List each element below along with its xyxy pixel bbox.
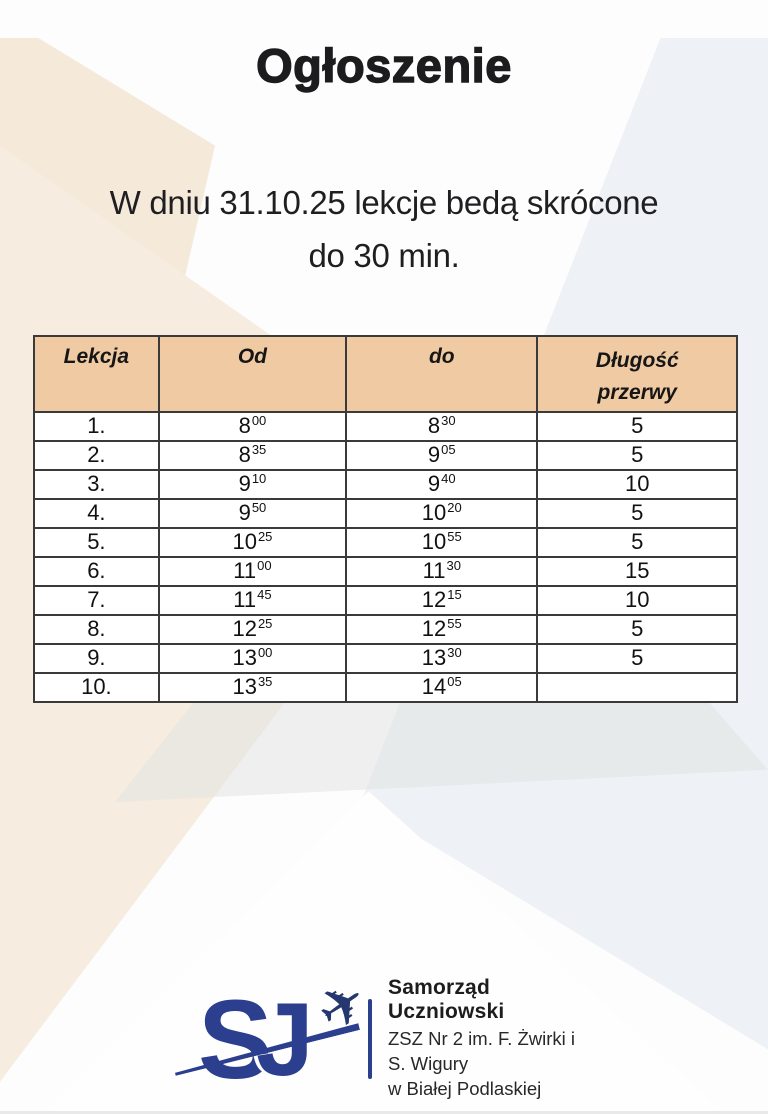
cell-start-time: 950	[157, 497, 348, 529]
cell-lesson-number: 4.	[33, 497, 160, 529]
table-row: 8. 1225 1255 5	[33, 613, 738, 645]
table-row: 7. 1145 1215 10	[33, 584, 738, 616]
announcement-text: W dniu 31.10.25 lekcje bedą skrócone do …	[0, 177, 768, 283]
org-city: w Białej Podlaskiej	[388, 1077, 542, 1099]
table-row: 2. 835 905 5	[33, 439, 738, 471]
cell-start-time: 1300	[157, 642, 348, 674]
header-do: do	[345, 334, 539, 413]
cell-end-time: 1405	[345, 671, 539, 703]
cell-lesson-number: 2.	[33, 439, 160, 471]
cell-break-length	[536, 671, 738, 703]
cell-end-time: 1055	[345, 526, 539, 558]
table-header-row: Lekcja Od do Długość przerwy	[33, 334, 738, 413]
cell-break-length: 5	[536, 497, 738, 529]
header-od: Od	[157, 334, 348, 413]
table-row: 5. 1025 1055 5	[33, 526, 738, 558]
org-school-name: ZSZ Nr 2 im. F. Żwirki i S. Wigury	[388, 1028, 576, 1074]
table-row: 10. 1335 1405	[33, 671, 738, 703]
cell-end-time: 1130	[345, 555, 539, 587]
header-lekcja: Lekcja	[33, 334, 160, 413]
table-row: 9. 1300 1330 5	[33, 642, 738, 674]
announcement-text-line2: do 30 min.	[308, 236, 460, 274]
cell-lesson-number: 9.	[33, 642, 160, 674]
cell-start-time: 1145	[157, 584, 348, 616]
cell-end-time: 940	[345, 468, 539, 500]
cell-start-time: 910	[157, 468, 348, 500]
cell-start-time: 835	[157, 439, 348, 471]
announcement-page: Ogłoszenie W dniu 31.10.25 lekcje bedą s…	[0, 38, 768, 1114]
header-dlugosc-przerwy: Długość przerwy	[536, 334, 738, 413]
cell-break-length: 5	[536, 642, 738, 674]
cell-lesson-number: 6.	[33, 555, 160, 587]
cell-end-time: 1020	[345, 497, 539, 529]
org-name: Samorząd Uczniowski	[388, 976, 505, 1023]
cell-end-time: 830	[345, 410, 539, 442]
table-row: 6. 1100 1130 15	[33, 555, 738, 587]
cell-end-time: 1255	[345, 613, 539, 645]
cell-end-time: 1215	[345, 584, 539, 616]
cell-start-time: 1225	[157, 613, 348, 645]
cell-lesson-number: 3.	[33, 468, 160, 500]
cell-break-length: 5	[536, 410, 738, 442]
cell-break-length: 5	[536, 613, 738, 645]
cell-start-time: 1100	[157, 555, 348, 587]
cell-start-time: 1335	[157, 671, 348, 703]
table-row: 4. 950 1020 5	[33, 497, 738, 529]
cell-end-time: 905	[345, 439, 539, 471]
table-row: 1. 800 830 5	[33, 410, 738, 442]
logo-text-block: Samorząd Uczniowski ZSZ Nr 2 im. F. Żwir…	[388, 976, 576, 1102]
announcement-text-line1: W dniu 31.10.25 lekcje bedą skrócone	[109, 184, 659, 221]
cell-break-length: 10	[536, 468, 738, 500]
cell-start-time: 800	[157, 410, 348, 442]
cell-end-time: 1330	[345, 642, 539, 674]
cell-lesson-number: 5.	[33, 526, 160, 558]
table-row: 3. 910 940 10	[33, 468, 738, 500]
cell-lesson-number: 7.	[33, 584, 160, 616]
lesson-schedule-table: Lekcja Od do Długość przerwy 1. 800 830 5 2.…	[33, 334, 738, 703]
cell-break-length: 5	[536, 526, 738, 558]
cell-lesson-number: 8.	[33, 613, 160, 645]
school-council-logo: S J ✈ Samorząd Uczniowski ZSZ Nr 2 im. F…	[192, 966, 576, 1102]
page-title: Ogłoszenie	[255, 38, 512, 92]
cell-lesson-number: 10.	[33, 671, 160, 703]
cell-lesson-number: 1.	[33, 410, 160, 442]
cell-break-length: 15	[536, 555, 738, 587]
cell-start-time: 1025	[157, 526, 348, 558]
cell-break-length: 5	[536, 439, 738, 471]
sj-monogram: S J ✈	[192, 966, 379, 1095]
cell-break-length: 10	[536, 584, 738, 616]
